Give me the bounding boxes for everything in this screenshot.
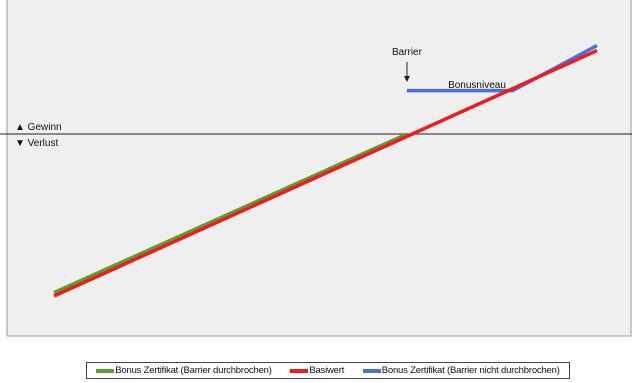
- legend-item-blue: Bonus Zertifikat (Barrier nicht durchbro…: [362, 365, 560, 376]
- gain-label: ▲ Gewinn: [15, 122, 62, 133]
- barrier-arrow-head: [403, 76, 410, 82]
- legend-item-green: Bonus Zertifikat (Barrier durchbrochen): [96, 365, 272, 376]
- legend-label-red: Basiwert: [309, 365, 345, 376]
- legend-swatch-red: [290, 368, 309, 373]
- legend-label-blue: Bonus Zertifikat (Barrier nicht durchbro…: [381, 365, 560, 376]
- loss-label: ▼ Verlust: [15, 138, 58, 149]
- series-line-1: [53, 48, 598, 298]
- plot-area: [6, 0, 632, 337]
- series-line-2: [406, 43, 598, 93]
- legend-swatch-blue: [362, 368, 381, 373]
- series-line-0: [53, 132, 408, 295]
- series-layer: [53, 43, 598, 298]
- legend-item-red: Basiwert: [290, 365, 344, 376]
- barrier-arrow: [403, 62, 410, 82]
- barrier-label: Barrier: [392, 47, 423, 58]
- legend: Bonus Zertifikat (Barrier durchbrochen) …: [86, 362, 570, 379]
- legend-swatch-green: [96, 368, 115, 373]
- legend-label-green: Bonus Zertifikat (Barrier durchbrochen): [115, 365, 272, 376]
- bonus-level-label: Bonusniveau: [448, 80, 506, 91]
